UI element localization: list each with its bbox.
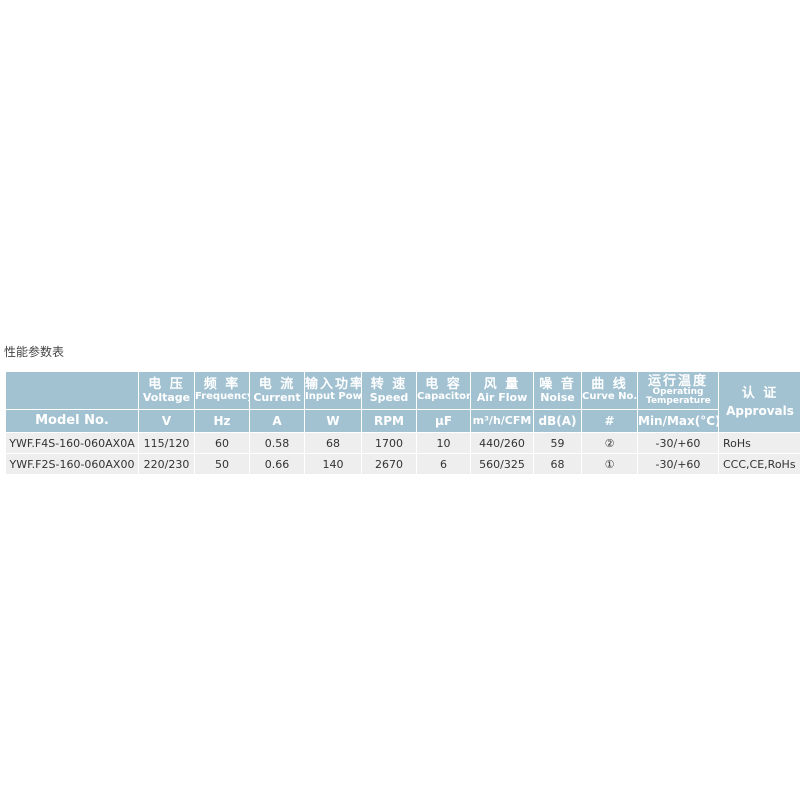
unit-header: Min/Max(°C) (638, 410, 718, 432)
header-cn: 电 流 (258, 376, 296, 392)
header-en: Voltage (142, 390, 191, 404)
cell-noise: 59 (534, 433, 581, 453)
cell-airflow: 440/260 (471, 433, 533, 453)
header-cn: 认 证 (741, 385, 779, 401)
column-header: 噪 音 Noise (534, 372, 581, 409)
header-en: Current (253, 390, 301, 404)
header-cn: 运行温度 (647, 373, 708, 389)
column-header: 电 压 Voltage (139, 372, 194, 409)
model-header: Model No. (6, 410, 138, 432)
header-en: Operating Temperature (646, 387, 711, 407)
header-en: Capacitor (417, 391, 470, 403)
cell-approvals: CCC,CE,RoHs (719, 454, 800, 474)
unit-header: Hz (195, 410, 249, 432)
performance-table: 电 压 Voltage 频 率 Frequency 电 流 Current 输入功率 Inpu… (5, 371, 800, 475)
cell-frequency: 50 (195, 454, 249, 474)
unit-header: RPM (362, 410, 416, 432)
header-en: Frequency (195, 391, 249, 403)
column-header: 电 流 Current (250, 372, 304, 409)
cell-capacitor: 6 (417, 454, 470, 474)
cell-airflow: 560/325 (471, 454, 533, 474)
header-cn: 电 压 (148, 376, 185, 392)
column-header: 转 速 Speed (362, 372, 416, 409)
cell-speed: 1700 (362, 433, 416, 453)
cell-curve: ② (582, 433, 637, 453)
column-header: 电 容 Capacitor (417, 372, 470, 409)
header-en: Input Power (305, 391, 361, 403)
unit-header: V (139, 410, 194, 432)
page-title: 性能参数表 (4, 345, 65, 359)
header-cn: 转 速 (370, 376, 408, 392)
cell-temp: -30/+60 (638, 454, 718, 474)
cell-power: 68 (305, 433, 361, 453)
header-cn: 风 量 (483, 376, 521, 392)
table-row: YWF.F4S-160-060AX0A 115/120 60 0.58 68 1700 10… (6, 433, 800, 453)
approvals-header: 认 证 Approvals (719, 372, 800, 432)
cell-model: YWF.F2S-160-060AX00 (6, 454, 138, 474)
column-header: 曲 线 Curve No. (582, 372, 637, 409)
unit-header: # (582, 410, 637, 432)
unit-header: dB(A) (534, 410, 581, 432)
column-header: 频 率 Frequency (195, 372, 249, 409)
model-header-blank (6, 372, 138, 409)
table-row: YWF.F2S-160-060AX00 220/230 50 0.66 140 2670 6… (6, 454, 800, 474)
cell-curve: ① (582, 454, 637, 474)
cell-temp: -30/+60 (638, 433, 718, 453)
header-cn: 噪 音 (539, 376, 576, 392)
header-en: Noise (540, 390, 575, 404)
cell-power: 140 (305, 454, 361, 474)
header-en: Air Flow (476, 390, 528, 404)
header-cn: 电 容 (425, 377, 462, 393)
header-en: Curve No. (582, 391, 637, 403)
header-cn: 输入功率 (305, 377, 361, 393)
column-header: 运行温度 Operating Temperature (638, 372, 718, 409)
header-cn: 曲 线 (591, 377, 628, 393)
header-cn: 频 率 (203, 377, 241, 393)
cell-voltage: 115/120 (139, 433, 194, 453)
cell-frequency: 60 (195, 433, 249, 453)
cell-noise: 68 (534, 454, 581, 474)
unit-header: μF (417, 410, 470, 432)
cell-voltage: 220/230 (139, 454, 194, 474)
cell-approvals: RoHs (719, 433, 800, 453)
header-en: Approvals (726, 403, 794, 418)
cell-speed: 2670 (362, 454, 416, 474)
unit-header: m³/h/CFM (471, 410, 533, 432)
header-en: Speed (369, 390, 409, 404)
column-header: 风 量 Air Flow (471, 372, 533, 409)
cell-model: YWF.F4S-160-060AX0A (6, 433, 138, 453)
cell-capacitor: 10 (417, 433, 470, 453)
unit-header: W (305, 410, 361, 432)
unit-header: A (250, 410, 304, 432)
cell-current: 0.58 (250, 433, 304, 453)
cell-current: 0.66 (250, 454, 304, 474)
